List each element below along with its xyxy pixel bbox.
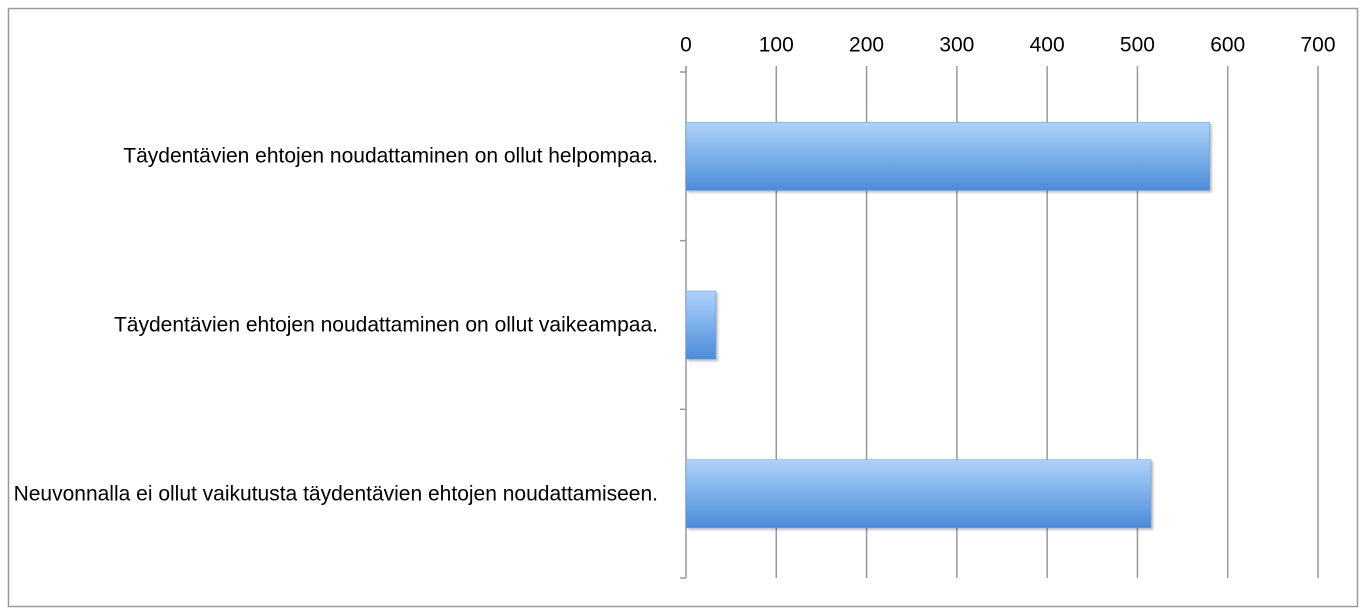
x-tick-label: 100 — [759, 34, 794, 57]
x-tick-label: 500 — [1120, 34, 1155, 57]
x-tick-label: 400 — [1030, 34, 1065, 57]
x-tick-label: 300 — [939, 34, 974, 57]
bar — [685, 122, 1210, 191]
y-tick-label: Täydentävien ehtojen noudattaminen on ol… — [123, 144, 658, 168]
y-tick-label: Neuvonnalla ei ollut vaikutusta täydentä… — [13, 482, 658, 506]
x-tick-label: 700 — [1300, 34, 1335, 57]
chart-border — [7, 7, 1359, 608]
bar — [685, 459, 1152, 528]
x-tick-label: 600 — [1210, 34, 1245, 57]
bar — [685, 290, 717, 360]
x-tick-label: 200 — [849, 34, 884, 57]
y-tick-label: Täydentävien ehtojen noudattaminen on ol… — [113, 313, 658, 337]
x-tick-label: 0 — [680, 34, 692, 57]
